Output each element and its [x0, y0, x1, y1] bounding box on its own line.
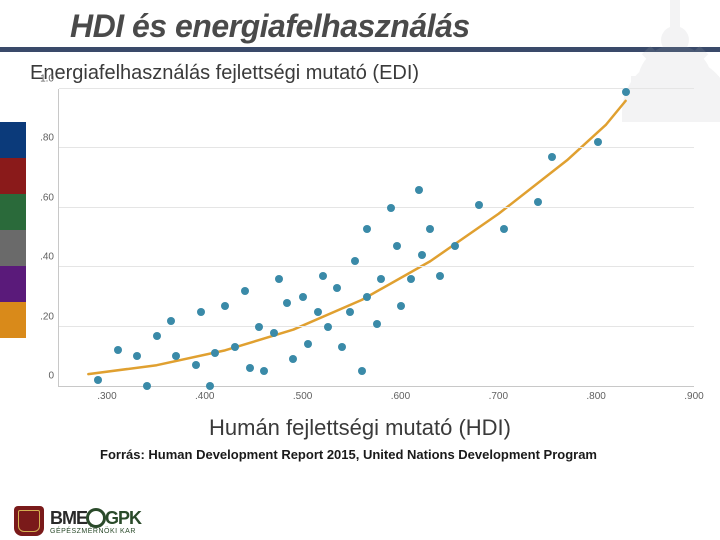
data-point: [299, 293, 307, 301]
data-point: [153, 332, 161, 340]
y-axis: 0.20.40.60.801.0: [30, 89, 58, 387]
data-point: [270, 329, 278, 337]
sidebar-stripe: [0, 230, 26, 266]
trend-curve: [59, 89, 694, 386]
gridline: [59, 147, 694, 148]
gridline: [59, 266, 694, 267]
x-tick-label: .400: [195, 391, 214, 402]
data-point: [167, 317, 175, 325]
data-point: [319, 272, 327, 280]
title-bar: HDI és energiafelhasználás: [0, 0, 720, 45]
data-point: [283, 299, 291, 307]
data-point: [231, 343, 239, 351]
sidebar-stripe: [0, 158, 26, 194]
gpk-text: GPK: [105, 509, 141, 527]
data-point: [241, 287, 249, 295]
data-point: [407, 275, 415, 283]
data-point: [397, 302, 405, 310]
bme-text: BME: [50, 509, 87, 527]
faculty-subtitle: GÉPÉSZMÉRNÖKI KAR: [50, 528, 141, 535]
data-point: [114, 346, 122, 354]
data-point: [358, 367, 366, 375]
gridline: [59, 88, 694, 89]
data-point: [324, 323, 332, 331]
data-point: [351, 257, 359, 265]
data-point: [451, 242, 459, 250]
data-point: [393, 242, 401, 250]
y-tick-label: .20: [40, 311, 54, 322]
data-point: [314, 308, 322, 316]
data-point: [373, 320, 381, 328]
data-point: [338, 343, 346, 351]
y-tick-label: 1.0: [40, 74, 54, 85]
data-point: [255, 323, 263, 331]
sidebar-stripe: [0, 302, 26, 338]
data-point: [94, 376, 102, 384]
scatter-chart: 0.20.40.60.801.0 .300.400.500.600.700.80…: [30, 89, 694, 409]
data-point: [534, 198, 542, 206]
data-point: [197, 308, 205, 316]
data-point: [418, 251, 426, 259]
data-point: [275, 275, 283, 283]
data-point: [415, 186, 423, 194]
y-tick-label: 0: [48, 371, 54, 382]
bme-gpk-logo: BME GPK GÉPÉSZMÉRNÖKI KAR: [50, 508, 141, 535]
data-point: [211, 349, 219, 357]
data-point: [475, 201, 483, 209]
footer-logos: BME GPK GÉPÉSZMÉRNÖKI KAR: [14, 506, 141, 536]
data-point: [363, 225, 371, 233]
data-point: [246, 364, 254, 372]
sidebar-stripe: [0, 266, 26, 302]
data-point: [260, 367, 268, 375]
y-tick-label: .40: [40, 252, 54, 263]
sidebar-stripes: [0, 122, 26, 338]
x-tick-label: .500: [293, 391, 312, 402]
data-point: [172, 352, 180, 360]
x-axis: .300.400.500.600.700.800.900: [58, 387, 694, 409]
data-point: [377, 275, 385, 283]
x-tick-label: .300: [97, 391, 116, 402]
data-point: [304, 340, 312, 348]
gear-icon: [86, 508, 106, 528]
data-point: [363, 293, 371, 301]
data-point: [192, 361, 200, 369]
x-tick-label: .900: [684, 391, 703, 402]
x-tick-label: .600: [391, 391, 410, 402]
university-crest-icon: [14, 506, 44, 536]
data-point: [387, 204, 395, 212]
gridline: [59, 207, 694, 208]
plot-area: [58, 89, 694, 387]
x-tick-label: .700: [489, 391, 508, 402]
y-tick-label: .60: [40, 192, 54, 203]
x-axis-title: Humán fejlettségi mutató (HDI): [0, 415, 720, 441]
data-point: [221, 302, 229, 310]
trend-path: [88, 101, 625, 374]
page-title: HDI és energiafelhasználás: [70, 8, 720, 45]
source-line: Forrás: Human Development Report 2015, U…: [0, 441, 720, 462]
data-point: [500, 225, 508, 233]
sidebar-stripe: [0, 194, 26, 230]
data-point: [594, 138, 602, 146]
sidebar-stripe: [0, 122, 26, 158]
data-point: [289, 355, 297, 363]
data-point: [133, 352, 141, 360]
data-point: [346, 308, 354, 316]
data-point: [548, 153, 556, 161]
x-tick-label: .800: [586, 391, 605, 402]
chart-subtitle: Energiafelhasználás fejlettségi mutató (…: [0, 52, 720, 89]
data-point: [436, 272, 444, 280]
data-point: [426, 225, 434, 233]
data-point: [333, 284, 341, 292]
data-point: [622, 88, 630, 96]
y-tick-label: .80: [40, 133, 54, 144]
